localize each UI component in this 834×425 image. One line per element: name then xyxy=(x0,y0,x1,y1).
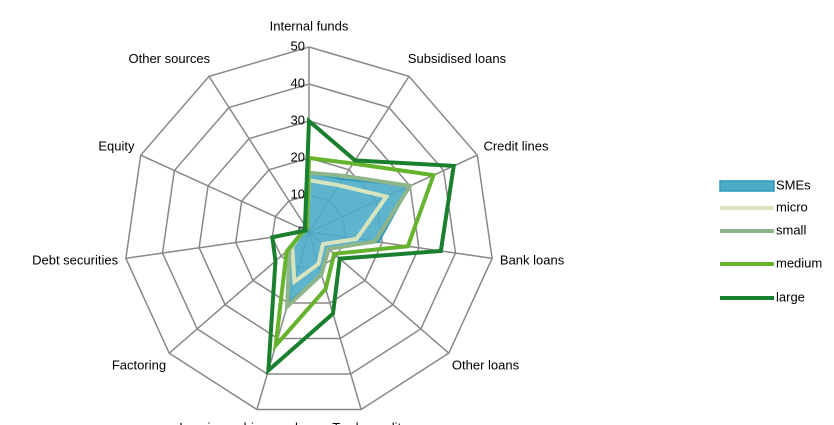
tick-label: 10 xyxy=(291,186,305,201)
tick-label: 20 xyxy=(291,149,305,164)
spoke xyxy=(308,231,450,354)
category-label: Subsidised loans xyxy=(408,51,507,66)
category-label: Internal funds xyxy=(270,18,349,33)
legend-swatch xyxy=(719,180,775,192)
category-label: Equity xyxy=(98,138,135,153)
category-label: Credit lines xyxy=(483,138,549,153)
spoke xyxy=(208,75,310,233)
spoke xyxy=(140,154,310,233)
legend-label: SMEs xyxy=(776,177,811,192)
grid-ring xyxy=(125,46,493,411)
series-line xyxy=(266,116,457,376)
category-label: Other sources xyxy=(129,51,211,66)
category-label: Debt securities xyxy=(32,253,118,268)
category-label: Other loans xyxy=(452,358,520,373)
tick-label: 40 xyxy=(291,75,305,90)
grid-ring xyxy=(161,83,457,375)
tick-label: 30 xyxy=(291,112,305,127)
legend-label: medium xyxy=(776,255,822,270)
category-label: Trade credit xyxy=(332,420,401,425)
legend-label: micro xyxy=(776,199,808,214)
category-label: Bank loans xyxy=(500,253,565,268)
grid-ring xyxy=(198,120,420,340)
legend-label: small xyxy=(776,222,806,237)
category-label: Factoring xyxy=(112,358,166,373)
tick-label: 50 xyxy=(291,38,305,53)
category-label: Leasing or hire-purchase xyxy=(179,420,323,425)
legend-label: large xyxy=(776,289,805,304)
